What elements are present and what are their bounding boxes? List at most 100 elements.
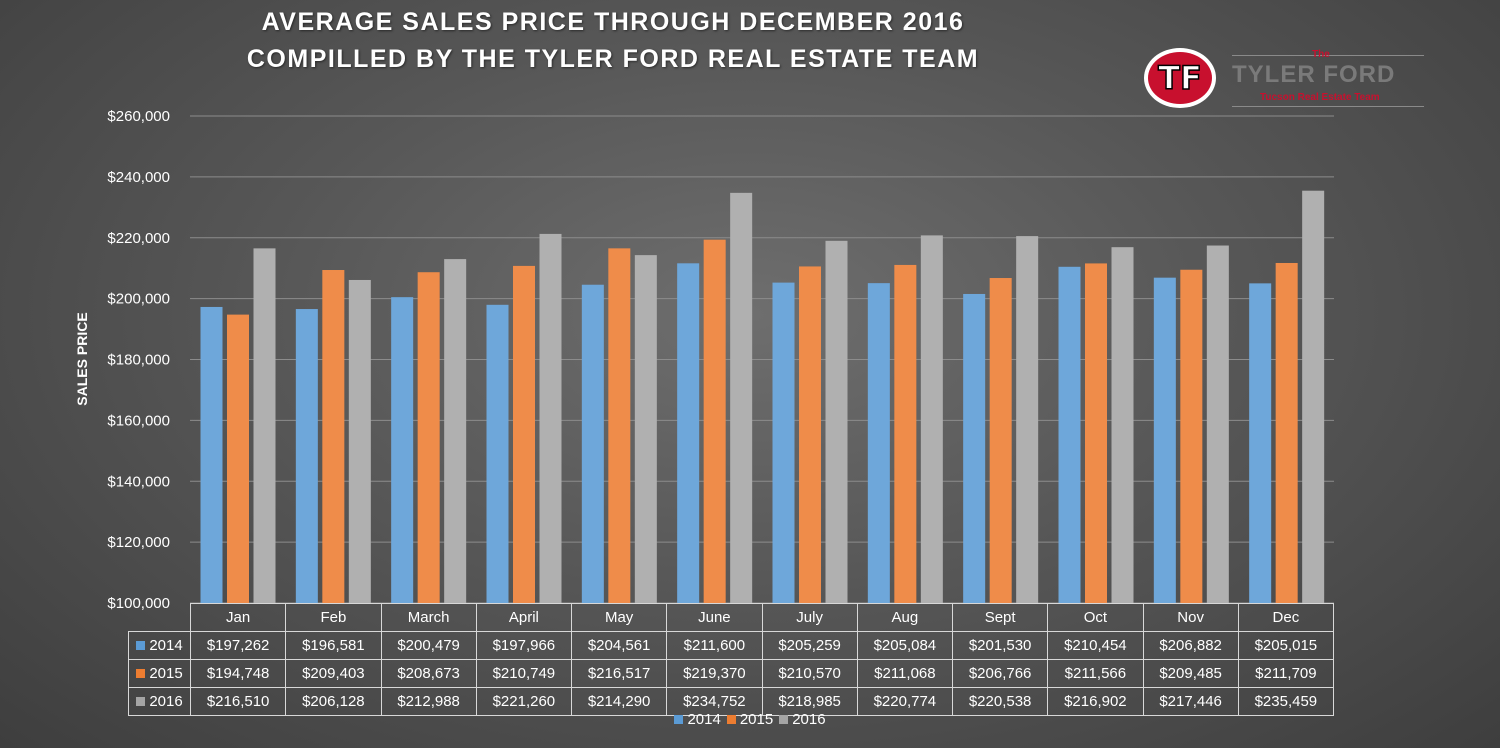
bars xyxy=(200,190,1325,604)
category-label: Dec xyxy=(1237,603,1335,632)
table-corner xyxy=(128,603,191,632)
bar-highlight xyxy=(634,255,657,603)
y-tick-label: $180,000 xyxy=(107,352,170,369)
bar-2016-june xyxy=(730,192,753,603)
bar-2015-may xyxy=(608,248,631,603)
data-label: $210,454 xyxy=(1047,631,1144,660)
data-label: $205,015 xyxy=(1237,631,1335,660)
bar-highlight xyxy=(1085,263,1107,603)
bar-highlight xyxy=(1249,283,1272,603)
data-label: $221,260 xyxy=(475,687,573,716)
bar-highlight xyxy=(417,272,440,603)
table-row: 2014 $197,262 $196,581 $200,479 $197,966 $204… xyxy=(128,631,1335,660)
y-axis-label: SALES PRICE xyxy=(74,312,90,406)
table-row: 2015 $194,748 $209,403 $208,673 $210,749 $216… xyxy=(128,659,1335,688)
legend-item: 2015 xyxy=(726,711,773,728)
bar-highlight xyxy=(444,259,467,603)
y-tick-label: $160,000 xyxy=(107,412,170,429)
data-label: $210,570 xyxy=(761,659,858,688)
bar-2015-jan xyxy=(227,314,249,603)
bar-2015-feb xyxy=(322,270,345,603)
data-label: $206,128 xyxy=(285,687,382,716)
bar-2015-april xyxy=(513,265,535,603)
bar-highlight xyxy=(867,283,890,603)
bar-2016-jan xyxy=(253,248,276,603)
bar-highlight xyxy=(513,265,535,603)
bar-highlight xyxy=(295,309,318,603)
data-label: $211,600 xyxy=(666,631,763,660)
y-tick-label: $200,000 xyxy=(107,291,170,308)
data-label: $209,403 xyxy=(285,659,382,688)
bar-2015-june xyxy=(703,239,726,604)
bar-highlight xyxy=(348,279,371,603)
bar-highlight xyxy=(1016,236,1039,603)
bar-2015-aug xyxy=(894,264,917,603)
tyler-ford-logo: TF The TYLER FORD Tucson Real Estate Tea… xyxy=(1140,44,1440,114)
data-label: $211,709 xyxy=(1237,659,1335,688)
category-label: June xyxy=(666,603,763,632)
data-label: $235,459 xyxy=(1237,687,1335,716)
category-label: March xyxy=(380,603,477,632)
logo-subtitle: Tucson Real Estate Team xyxy=(1260,92,1380,103)
bar-highlight xyxy=(703,239,726,604)
category-label: July xyxy=(761,603,858,632)
chart-subtitle: COMPILLED BY THE TYLER FORD REAL ESTATE … xyxy=(246,45,980,73)
data-label: $209,485 xyxy=(1142,659,1239,688)
data-label: $211,566 xyxy=(1047,659,1144,688)
y-tick-label: $260,000 xyxy=(107,108,170,125)
category-label: Oct xyxy=(1047,603,1144,632)
data-label: $197,262 xyxy=(189,631,287,660)
series-swatch xyxy=(136,697,146,706)
y-tick-label: $240,000 xyxy=(107,169,170,186)
data-label: $204,561 xyxy=(570,631,668,660)
category-label: Nov xyxy=(1142,603,1239,632)
data-label: $196,581 xyxy=(285,631,382,660)
bar-2016-march xyxy=(444,259,467,603)
data-label: $217,446 xyxy=(1142,687,1239,716)
bar-highlight xyxy=(1058,266,1081,603)
bar-highlight xyxy=(227,314,249,603)
data-label: $197,966 xyxy=(475,631,573,660)
bar-2016-may xyxy=(634,255,657,603)
bar-2015-july xyxy=(799,266,821,603)
y-tick-label: $120,000 xyxy=(107,534,170,551)
bar-highlight xyxy=(799,266,821,603)
data-label: $206,766 xyxy=(951,659,1049,688)
bar-2014-may xyxy=(581,284,604,603)
bar-highlight xyxy=(1275,262,1298,603)
bar-2016-oct xyxy=(1111,247,1134,603)
bar-highlight xyxy=(539,233,562,604)
bar-2014-march xyxy=(391,297,414,603)
data-label: $234,752 xyxy=(666,687,763,716)
logo-the: The xyxy=(1312,49,1330,60)
data-label: $211,068 xyxy=(856,659,954,688)
data-label: $214,290 xyxy=(570,687,668,716)
bar-highlight xyxy=(730,192,753,603)
tf-badge-icon: TF xyxy=(1144,48,1216,108)
legend-item: 2014 xyxy=(674,711,721,728)
bar-highlight xyxy=(608,248,631,603)
table-row: 2016 $216,510 $206,128 $212,988 $221,260 $214… xyxy=(128,687,1335,716)
legend-swatch xyxy=(726,715,736,724)
bar-highlight xyxy=(1153,277,1176,603)
bar-2014-feb xyxy=(295,309,318,603)
bar-2014-aug xyxy=(867,283,890,603)
series-label: 2016 xyxy=(128,687,191,716)
data-label: $216,510 xyxy=(189,687,287,716)
bar-2014-dec xyxy=(1249,283,1272,603)
bar-2015-sept xyxy=(989,278,1012,603)
data-table: Jan Feb March April May June July Aug Sept Oct Nov… xyxy=(128,603,1335,716)
bar-2014-oct xyxy=(1058,266,1081,603)
bar-2016-feb xyxy=(348,279,371,603)
legend: 2014 2015 2016 xyxy=(0,711,1500,728)
data-label: $212,988 xyxy=(380,687,477,716)
series-swatch xyxy=(136,669,146,678)
bar-highlight xyxy=(677,263,700,603)
category-label: Jan xyxy=(189,603,287,632)
logo-name: TYLER FORD xyxy=(1232,61,1396,88)
bar-highlight xyxy=(1111,247,1134,603)
bar-2014-nov xyxy=(1153,277,1176,603)
bar-2016-aug xyxy=(920,235,943,603)
data-label: $201,530 xyxy=(951,631,1049,660)
series-label: 2015 xyxy=(128,659,191,688)
